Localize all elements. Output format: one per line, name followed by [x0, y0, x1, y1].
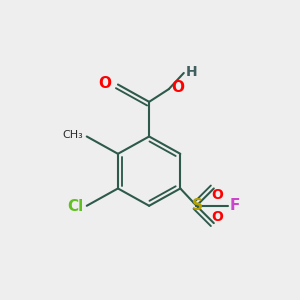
Text: H: H [186, 65, 197, 79]
Text: O: O [211, 188, 223, 202]
Text: O: O [171, 80, 184, 95]
Text: Cl: Cl [67, 200, 83, 214]
Text: O: O [98, 76, 111, 91]
Text: F: F [230, 198, 240, 213]
Text: S: S [192, 198, 203, 213]
Text: O: O [211, 210, 223, 224]
Text: CH₃: CH₃ [62, 130, 83, 140]
